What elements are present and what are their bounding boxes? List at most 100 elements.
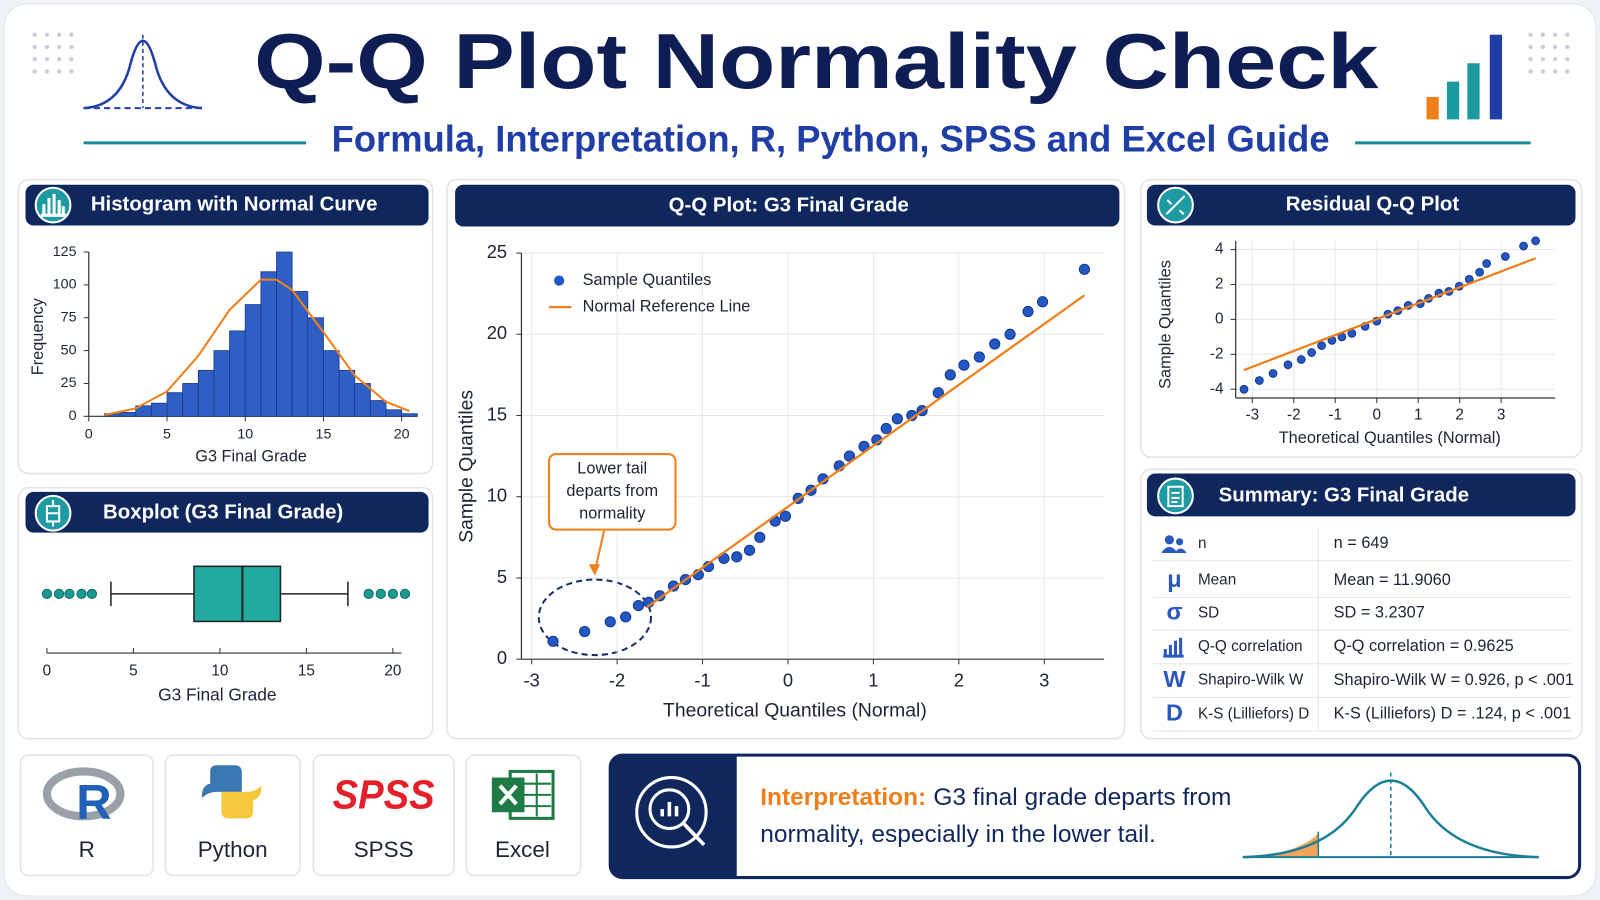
x-tick-label: 15 xyxy=(298,662,315,679)
x-tick-label: 0 xyxy=(85,426,93,442)
x-tick-label: 2 xyxy=(1455,406,1464,423)
x-tick-label: 15 xyxy=(316,426,332,442)
r-logo: R xyxy=(76,776,111,830)
decor-dot xyxy=(69,32,74,37)
panel xyxy=(1140,468,1583,740)
decor-dot xyxy=(32,56,37,62)
outlier xyxy=(387,588,398,599)
x-tick-label: -1 xyxy=(694,669,710,690)
point xyxy=(1239,384,1249,394)
y-tick-label: 25 xyxy=(487,241,507,262)
point xyxy=(843,450,856,462)
y-tick-label: 5 xyxy=(497,566,507,587)
x-tick-label: -3 xyxy=(1245,406,1259,423)
outlier xyxy=(363,588,374,599)
people-icon xyxy=(1164,535,1174,545)
excel-grid xyxy=(523,773,552,817)
outlier xyxy=(76,588,87,599)
point xyxy=(989,338,1001,350)
bar xyxy=(166,392,184,417)
reference-line xyxy=(646,294,1086,609)
bar-icon xyxy=(1489,34,1503,120)
y-tick-label: 2 xyxy=(1215,276,1224,293)
x-tick-label: 1 xyxy=(1414,406,1423,423)
decor-dot xyxy=(1552,56,1558,62)
row-value: Q-Q correlation = 0.9625 xyxy=(1334,637,1514,655)
decor-dot xyxy=(1528,32,1533,37)
row-label: K-S (Lilliefors) D xyxy=(1198,705,1309,722)
decor-dot xyxy=(1528,44,1533,50)
y-tick-label: 125 xyxy=(53,244,77,260)
panel-icon-glyph xyxy=(1167,485,1184,508)
decor-dot xyxy=(32,69,37,74)
decor-dot xyxy=(1565,56,1570,62)
point xyxy=(779,510,792,522)
outlier xyxy=(86,588,98,599)
python-logo xyxy=(201,765,242,798)
decor-dot xyxy=(56,69,62,74)
legend-marker xyxy=(554,275,565,286)
tail-shade xyxy=(1242,833,1319,858)
interpretation-block xyxy=(610,755,737,878)
y-tick-label: 10 xyxy=(487,485,507,506)
point xyxy=(1482,259,1492,268)
tail-highlight xyxy=(537,578,653,657)
point xyxy=(1531,236,1540,246)
annotation: Lower tail departs from normality xyxy=(547,453,677,531)
panel-header xyxy=(25,184,429,226)
decor-dot xyxy=(1552,32,1558,37)
bar xyxy=(182,383,199,417)
x-tick-label: 3 xyxy=(1039,669,1049,690)
panel-title: Histogram with Normal Curve xyxy=(91,193,378,215)
magnifier-icon xyxy=(660,802,706,847)
y-tick-label: 75 xyxy=(61,310,77,326)
page-subtitle: Formula, Interpretation, R, Python, SPSS… xyxy=(332,119,1330,160)
x-tick-label: 2 xyxy=(954,669,964,690)
point xyxy=(1317,341,1326,350)
decor-dot xyxy=(1528,69,1533,74)
bar xyxy=(244,304,262,417)
x-tick-label: -2 xyxy=(1287,406,1301,423)
y-tick-label: 15 xyxy=(487,403,507,424)
y-tick-label: 0 xyxy=(497,647,507,668)
decor-dot xyxy=(1565,69,1570,74)
x-tick-label: 5 xyxy=(129,662,138,679)
bar xyxy=(323,350,340,417)
legend-label: Sample Quantiles xyxy=(583,271,712,289)
point xyxy=(1283,360,1293,370)
outlier xyxy=(64,588,75,599)
point xyxy=(1036,296,1049,308)
point xyxy=(620,611,632,623)
interpretation-label: Interpretation: xyxy=(760,783,927,812)
tool-card xyxy=(312,754,455,877)
x-tick-label: 1 xyxy=(868,669,878,690)
panel xyxy=(446,178,1126,740)
y-tick-label: 20 xyxy=(487,322,507,343)
bar-icon xyxy=(1467,63,1480,120)
outlier xyxy=(41,588,53,599)
point xyxy=(1519,241,1528,251)
panel-icon xyxy=(1157,477,1194,515)
x-tick-label: 20 xyxy=(384,662,401,679)
decor-dot xyxy=(69,44,74,50)
y-tick-label: 25 xyxy=(61,375,77,391)
people-icon xyxy=(1176,538,1184,546)
x-axis-label: Theoretical Quantiles (Normal) xyxy=(663,699,927,721)
row-value: SD = 3.2307 xyxy=(1334,604,1425,622)
decor-dot xyxy=(1540,56,1546,62)
point xyxy=(880,422,892,435)
y-tick-label: -4 xyxy=(1210,380,1224,397)
bar xyxy=(150,402,168,417)
row-label: Shapiro-Wilk W xyxy=(1198,672,1304,689)
y-tick-label: 0 xyxy=(1215,310,1224,327)
row-symbol: μ xyxy=(1167,566,1181,592)
python-logo xyxy=(221,785,262,819)
panel-title: Residual Q-Q Plot xyxy=(1286,193,1460,215)
point xyxy=(743,544,756,556)
point xyxy=(891,413,903,425)
x-tick-label: 20 xyxy=(394,426,410,442)
decor-dot xyxy=(56,32,62,37)
panel xyxy=(1140,178,1583,458)
magnifier-icon xyxy=(635,776,708,849)
decor-dot xyxy=(44,56,50,62)
